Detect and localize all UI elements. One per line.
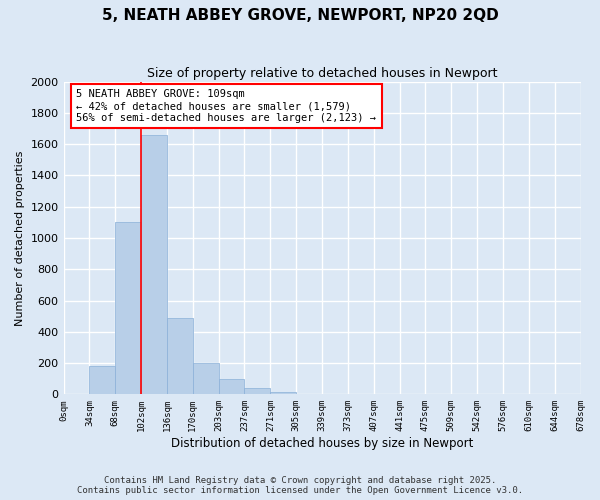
Bar bbox=[115, 222, 141, 394]
Text: Contains HM Land Registry data © Crown copyright and database right 2025.
Contai: Contains HM Land Registry data © Crown c… bbox=[77, 476, 523, 495]
Title: Size of property relative to detached houses in Newport: Size of property relative to detached ho… bbox=[147, 68, 497, 80]
Text: 5, NEATH ABBEY GROVE, NEWPORT, NP20 2QD: 5, NEATH ABBEY GROVE, NEWPORT, NP20 2QD bbox=[101, 8, 499, 22]
Bar bbox=[89, 366, 115, 394]
Bar bbox=[244, 388, 271, 394]
Bar bbox=[271, 392, 296, 394]
Bar bbox=[218, 378, 244, 394]
Bar bbox=[167, 318, 193, 394]
Bar bbox=[141, 135, 167, 394]
X-axis label: Distribution of detached houses by size in Newport: Distribution of detached houses by size … bbox=[171, 437, 473, 450]
Text: 5 NEATH ABBEY GROVE: 109sqm
← 42% of detached houses are smaller (1,579)
56% of : 5 NEATH ABBEY GROVE: 109sqm ← 42% of det… bbox=[76, 90, 376, 122]
Bar bbox=[193, 363, 218, 394]
Y-axis label: Number of detached properties: Number of detached properties bbox=[15, 150, 25, 326]
